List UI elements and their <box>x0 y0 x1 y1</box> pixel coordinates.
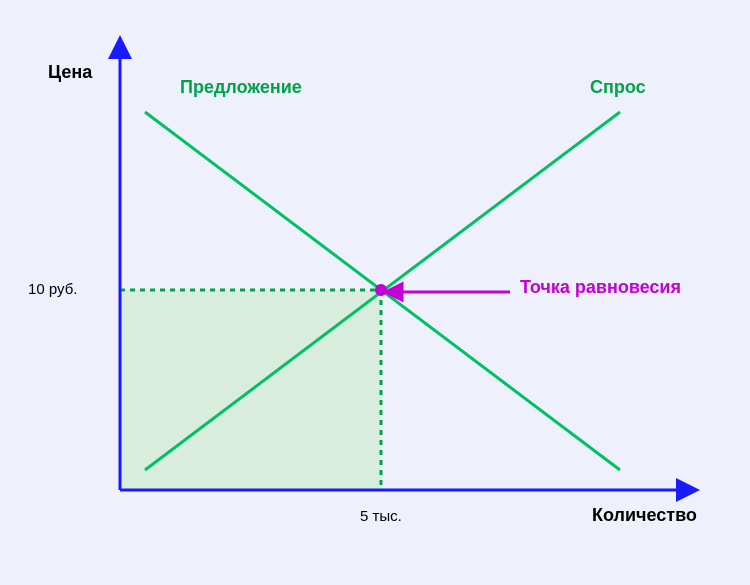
equilibrium-label: Точка равновесия <box>520 277 681 298</box>
chart-frame: Цена Предложение Спрос 10 руб. Точка рав… <box>0 0 750 585</box>
y-axis-label: Цена <box>48 62 92 83</box>
equilibrium-dot <box>375 284 387 296</box>
x-axis-label: Количество <box>592 505 697 526</box>
x-tick-label: 5 тыс. <box>360 508 402 525</box>
demand-label: Спрос <box>590 77 646 98</box>
supply-label: Предложение <box>180 77 302 98</box>
y-tick-label: 10 руб. <box>28 281 77 298</box>
